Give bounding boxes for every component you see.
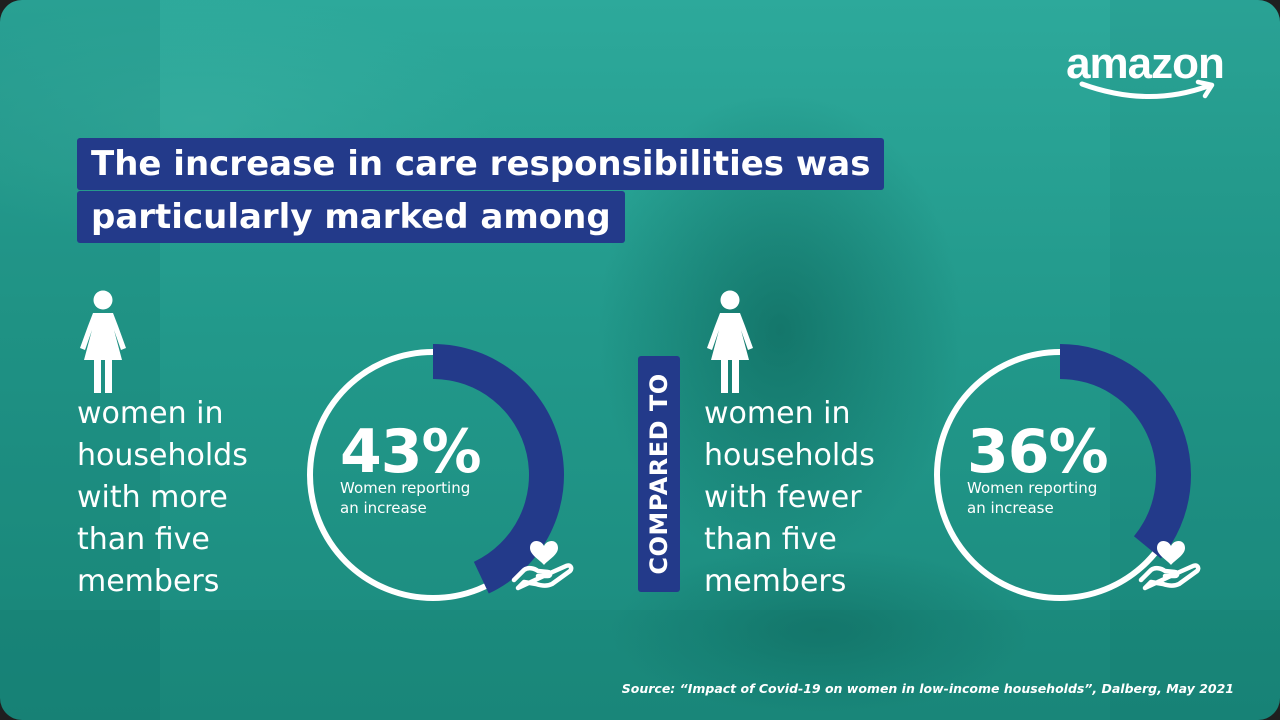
percent-label-right: 36%	[967, 417, 1109, 487]
right-group-line: with fewer	[704, 480, 862, 515]
left-group-line: than five	[77, 522, 210, 557]
headline-line-1: The increase in care responsibilities wa…	[77, 138, 885, 190]
woman-icon	[707, 290, 753, 393]
left-group-line: members	[77, 564, 220, 599]
caption-left-line-1: Women reporting	[340, 479, 471, 497]
right-group-description: women in households with fewer than five…	[704, 393, 944, 603]
caption-left-line-2: an increase	[340, 499, 427, 517]
amazon-smile-icon	[1079, 79, 1215, 99]
compared-to-label: COMPARED TO	[645, 373, 673, 575]
right-group-line: households	[704, 438, 875, 473]
background-wall-shade	[0, 0, 160, 720]
caption-left: Women reporting an increase	[340, 478, 510, 518]
percent-label-left: 43%	[340, 417, 482, 487]
donut-chart-left	[307, 344, 564, 601]
left-group-line: with more	[77, 480, 228, 515]
left-group-description: women in households with more than five …	[77, 393, 317, 603]
background-right-shade	[1110, 0, 1280, 720]
left-group-line: households	[77, 438, 248, 473]
caption-right-line-1: Women reporting	[967, 479, 1098, 497]
right-group-line: women in	[704, 396, 851, 431]
headline-line-2: particularly marked among	[77, 191, 625, 243]
caption-right-line-2: an increase	[967, 499, 1054, 517]
donut-highlight-arc	[1060, 344, 1191, 559]
compared-to-badge: COMPARED TO	[638, 356, 680, 592]
donut-chart-right	[934, 344, 1191, 601]
woman-icon	[80, 290, 126, 393]
caption-right: Women reporting an increase	[967, 478, 1137, 518]
left-group-line: women in	[77, 396, 224, 431]
heart-in-hand-icon	[511, 540, 574, 591]
right-group-line: than five	[704, 522, 837, 557]
source-citation: Source: “Impact of Covid-19 on women in …	[621, 681, 1234, 696]
background-floor-shade	[0, 610, 1280, 720]
donut-highlight-arc	[433, 344, 564, 594]
right-group-line: members	[704, 564, 847, 599]
heart-in-hand-icon	[1138, 540, 1201, 591]
